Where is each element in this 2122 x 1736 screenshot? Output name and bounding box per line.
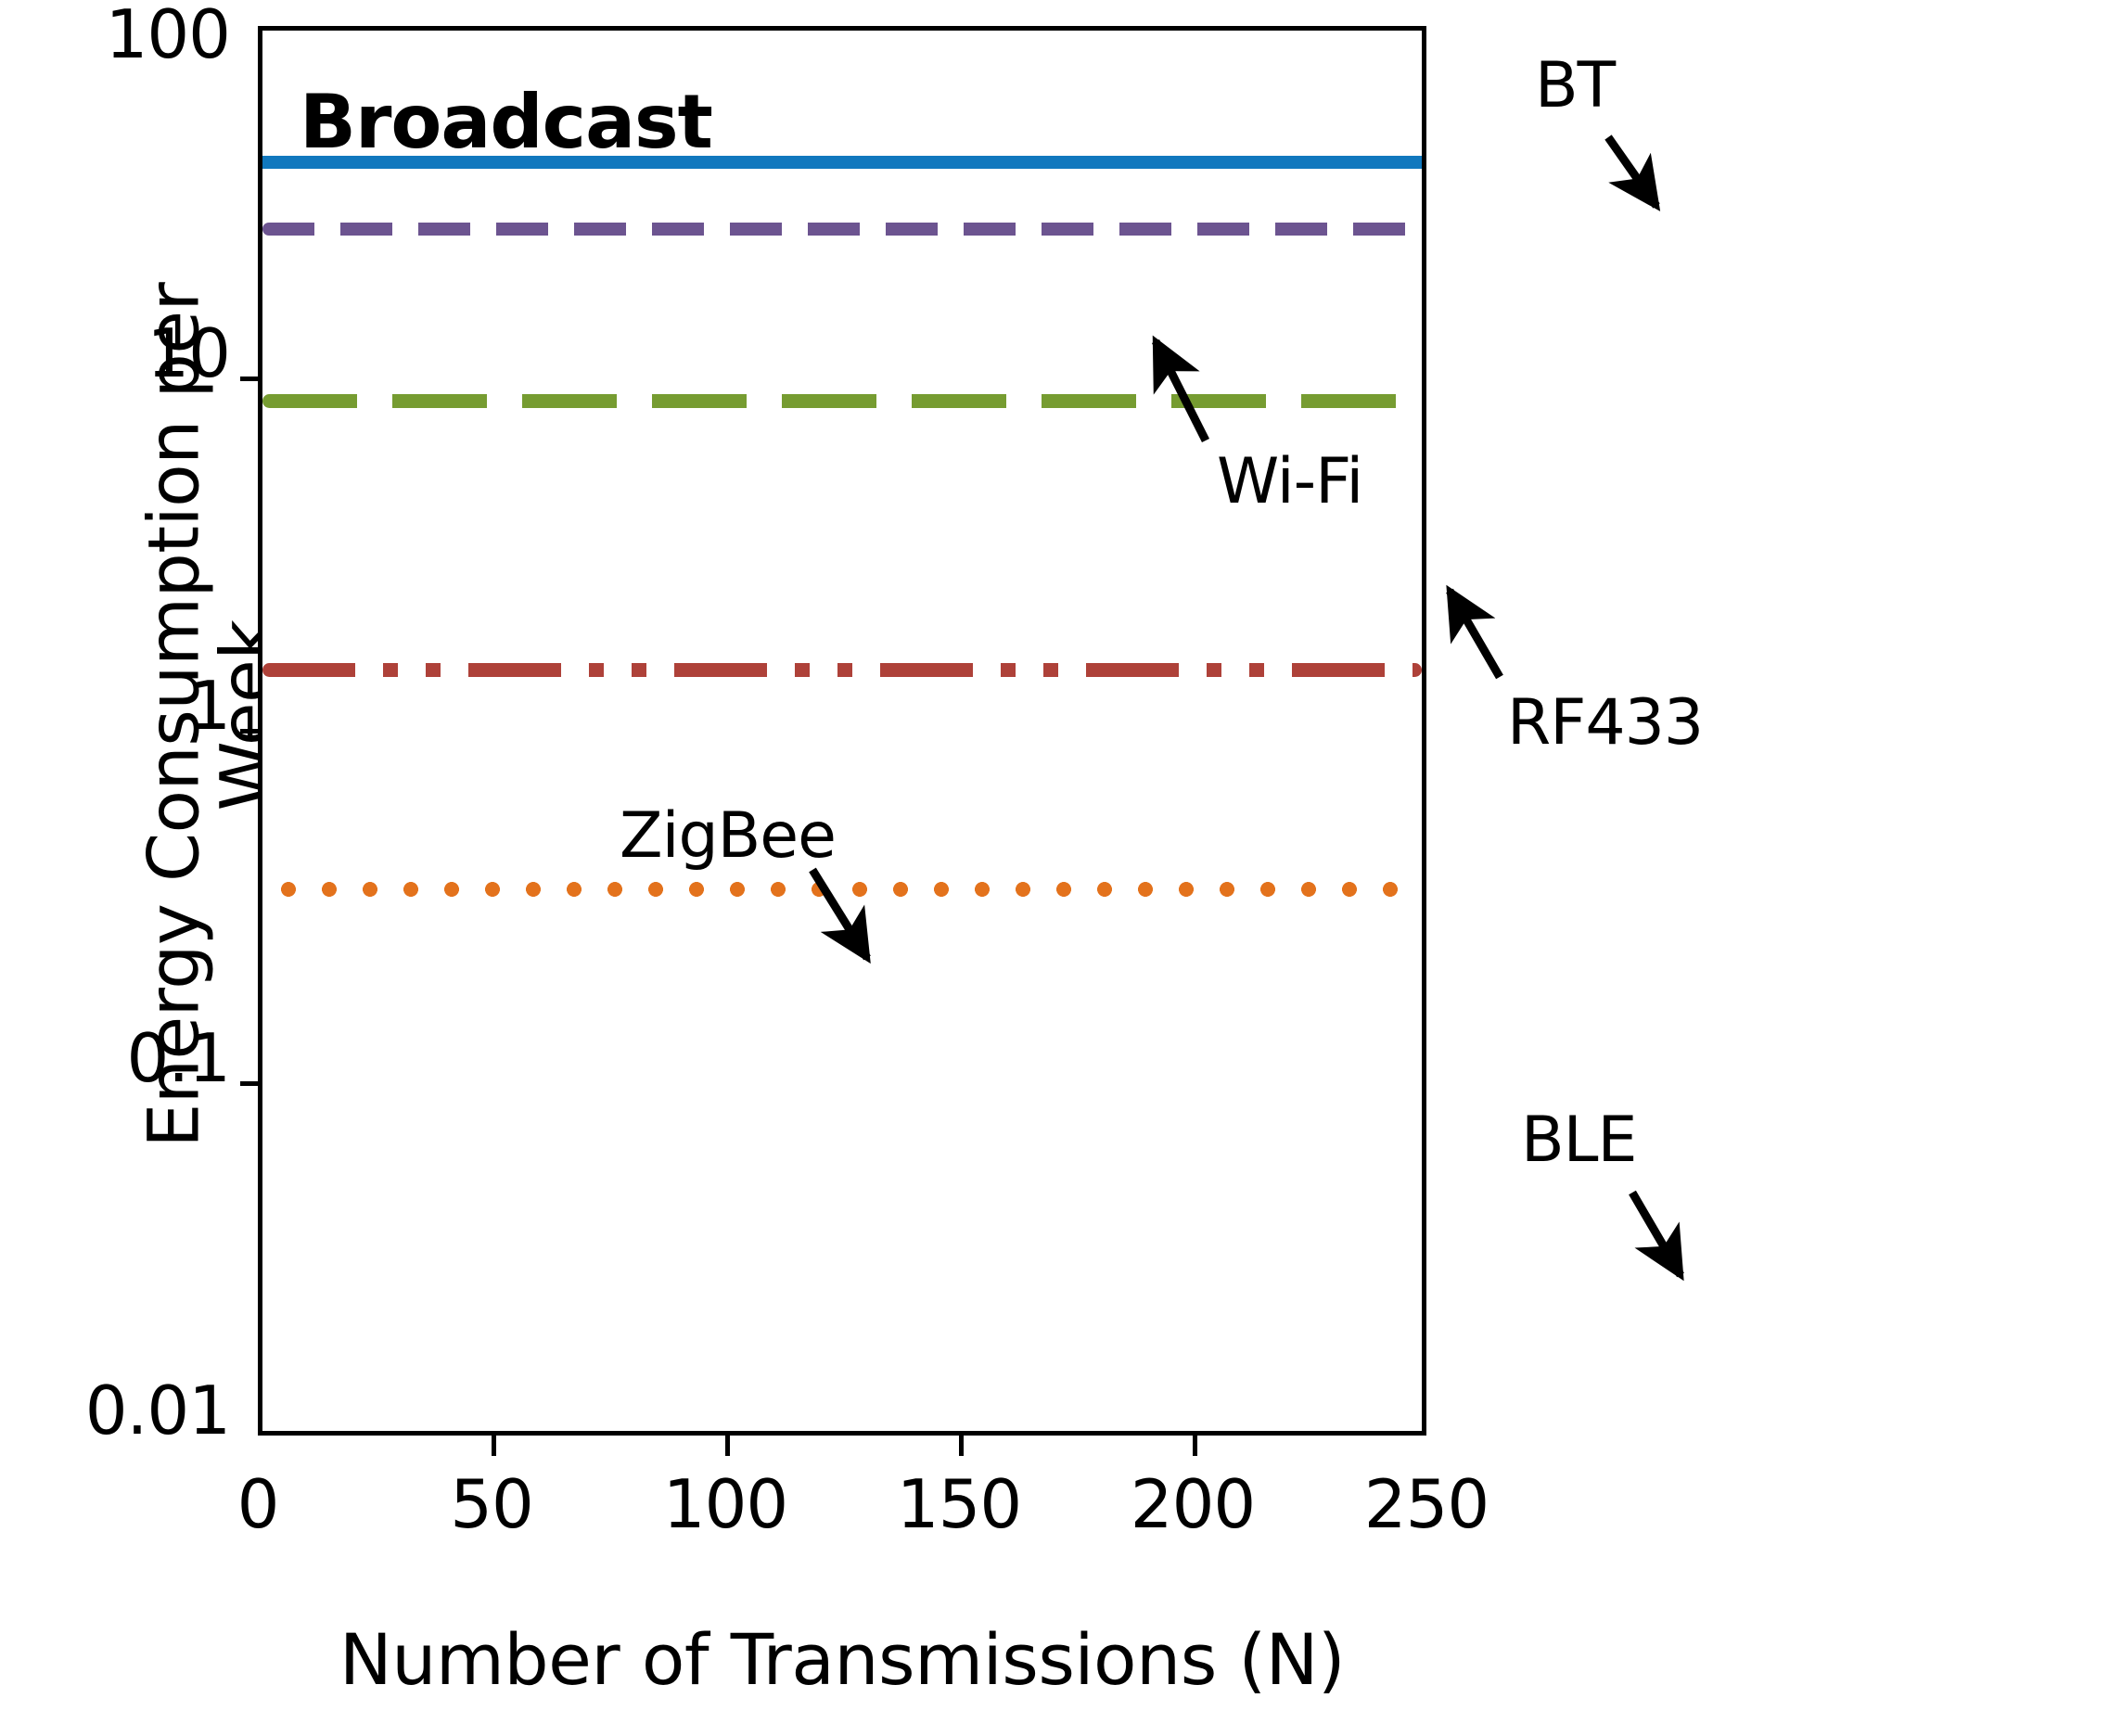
annotation-label-ble: BLE bbox=[1521, 1104, 1637, 1177]
series-line-wifi bbox=[262, 223, 1422, 236]
arrow-bt bbox=[1604, 134, 1661, 211]
series-line-bt bbox=[262, 156, 1422, 169]
y-tick-label-0.01: 0.01 bbox=[84, 1372, 231, 1449]
arrow-ble bbox=[1629, 1190, 1684, 1282]
series-line-ble bbox=[262, 882, 1422, 897]
annotation-label-rf433: RF433 bbox=[1507, 686, 1704, 760]
series-line-rf433 bbox=[262, 394, 1422, 408]
x-tick-mark-200 bbox=[1193, 1436, 1197, 1456]
plot-title: Broadcast bbox=[300, 79, 713, 165]
x-tick-label-50: 50 bbox=[450, 1465, 534, 1543]
x-tick-label-0: 0 bbox=[236, 1465, 280, 1543]
annotation-label-bt: BT bbox=[1535, 49, 1616, 122]
x-tick-mark-150 bbox=[959, 1436, 964, 1456]
annotation-label-wifi: Wi-Fi bbox=[1217, 445, 1363, 518]
x-tick-mark-100 bbox=[725, 1436, 730, 1456]
x-axis-label: Number of Transmissions (N) bbox=[339, 1618, 1346, 1701]
x-tick-label-200: 200 bbox=[1130, 1465, 1256, 1543]
y-tick-label-100: 100 bbox=[105, 0, 231, 73]
series-line-zigbee bbox=[262, 663, 1422, 677]
y-tick-label-1: 1 bbox=[188, 667, 231, 745]
arrow-rf433 bbox=[1446, 584, 1503, 680]
y-tick-mark-0.1 bbox=[240, 1081, 261, 1086]
x-tick-label-150: 150 bbox=[896, 1465, 1022, 1543]
y-tick-mark-1 bbox=[240, 729, 261, 734]
annotation-label-zigbee: ZigBee bbox=[620, 799, 837, 873]
plot-area: Broadcast bbox=[258, 26, 1426, 1436]
y-tick-label-0.1: 0.1 bbox=[126, 1019, 231, 1097]
x-tick-label-250: 250 bbox=[1363, 1465, 1489, 1543]
y-tick-mark-10 bbox=[240, 377, 261, 381]
x-tick-label-100: 100 bbox=[662, 1465, 788, 1543]
y-tick-label-10: 10 bbox=[147, 314, 231, 392]
x-tick-mark-50 bbox=[492, 1436, 496, 1456]
